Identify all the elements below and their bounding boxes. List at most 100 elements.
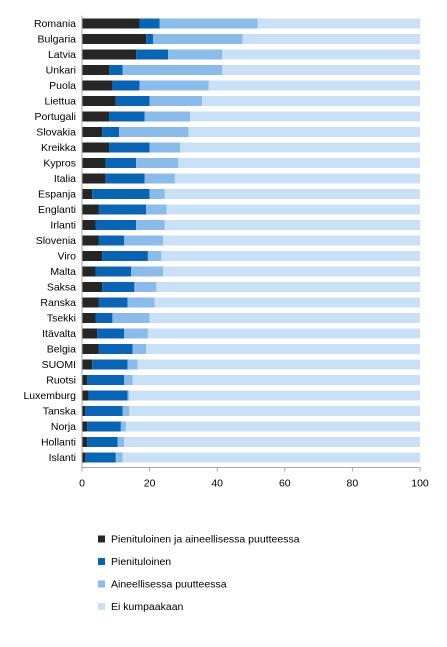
bar-segment-s0: [82, 421, 88, 432]
category-label: Portugali: [35, 111, 76, 123]
bar-segment-s2: [136, 220, 165, 230]
bar-segment-s0: [82, 111, 110, 122]
bar-segment-s3: [164, 220, 420, 230]
bar-segment-s0: [82, 313, 96, 323]
category-label: Ranska: [40, 297, 76, 309]
bar-segment-s1: [95, 313, 113, 323]
category-label: Norja: [51, 421, 76, 433]
category-label: Hollanti: [41, 437, 76, 449]
category-label: Belgia: [47, 344, 76, 356]
bar-segment-s2: [168, 49, 223, 60]
bar-segment-s0: [82, 437, 88, 447]
x-axis: 0 20 40 60 80 100: [79, 15, 429, 490]
bar-segment-s3: [122, 452, 420, 463]
bar-segment-s1: [112, 80, 140, 91]
legend-label: Ei kumpaakaan: [111, 601, 184, 613]
bar-segment-s3: [147, 328, 420, 339]
x-tick-label: 60: [279, 478, 291, 490]
bar-segment-s3: [180, 142, 420, 153]
legend: Pienituloinen ja aineellisessa puutteess…: [98, 534, 300, 613]
category-label: Slovakia: [36, 127, 76, 139]
bar-segment-s3: [222, 49, 420, 60]
legend-label: Aineellisessa puutteessa: [111, 579, 227, 591]
category-label: Luxemburg: [23, 390, 76, 402]
bar-segment-s1: [102, 127, 120, 137]
category-label: Slovenia: [36, 235, 76, 247]
bar-segment-s2: [127, 390, 130, 401]
category-label: Latvia: [48, 49, 76, 61]
bar-segment-s2: [115, 452, 123, 463]
legend-swatch: [98, 558, 105, 565]
bar-segment-s0: [82, 65, 110, 75]
bar-segment-s3: [188, 127, 420, 137]
bar-segment-s2: [139, 80, 209, 91]
bar-segment-s3: [137, 359, 420, 370]
legend-swatch: [98, 603, 105, 610]
bar-segment-s2: [124, 375, 133, 385]
bar-segment-s1: [136, 49, 169, 60]
bar-segment-s1: [109, 142, 150, 153]
category-label: Liettua: [44, 96, 76, 108]
bar-segment-s2: [134, 282, 157, 292]
bar-segment-s0: [82, 204, 99, 215]
bar-segment-s1: [97, 328, 125, 339]
bar-segment-s3: [125, 421, 420, 432]
bar-segment-s1: [85, 406, 123, 416]
bar-segment-s0: [82, 18, 140, 29]
bar-segment-s3: [161, 251, 420, 261]
bar-segment-s0: [82, 49, 137, 60]
bar-segment-s2: [146, 204, 167, 215]
category-label: Viro: [58, 251, 77, 263]
category-label: Romania: [34, 18, 76, 30]
bars-layer: [82, 18, 421, 463]
bar-segment-s0: [82, 266, 96, 277]
bar-segment-s0: [82, 80, 113, 91]
bar-segment-s1: [105, 173, 145, 184]
bar-segment-s2: [152, 34, 243, 44]
bar-segment-s3: [166, 204, 420, 215]
bar-segment-s2: [149, 96, 202, 106]
category-label: Kreikka: [41, 142, 76, 154]
bar-segment-s1: [85, 452, 116, 463]
category-label: Islanti: [49, 452, 76, 464]
bar-segment-s0: [82, 235, 99, 246]
bar-segment-s2: [149, 142, 181, 153]
bar-segment-s2: [122, 65, 223, 75]
bar-segment-s0: [82, 359, 93, 370]
bar-segment-s1: [92, 189, 150, 199]
category-label: SUOMI: [42, 359, 76, 371]
bar-segment-s2: [147, 251, 162, 261]
bar-segment-s0: [82, 34, 147, 44]
bar-segment-s3: [174, 173, 420, 184]
bar-segment-s2: [131, 266, 164, 277]
bar-segment-s3: [129, 390, 420, 401]
bar-segment-s1: [98, 297, 128, 308]
bar-segment-s2: [120, 421, 126, 432]
bar-segment-s2: [122, 406, 130, 416]
bar-segment-s1: [95, 266, 132, 277]
category-label: Bulgaria: [37, 34, 76, 46]
bar-segment-s2: [112, 313, 150, 323]
bar-segment-s2: [127, 359, 138, 370]
bar-segment-s1: [102, 282, 135, 292]
category-label: Malta: [50, 266, 76, 278]
bar-segment-s2: [124, 328, 148, 339]
bar-segment-s0: [82, 127, 103, 137]
bar-segment-s0: [82, 96, 116, 106]
legend-swatch: [98, 535, 105, 543]
bar-segment-s2: [127, 297, 155, 308]
bar-segment-s3: [149, 313, 420, 323]
bar-segment-s2: [149, 189, 165, 199]
bar-segment-s0: [82, 297, 99, 308]
bar-segment-s1: [95, 220, 137, 230]
bar-segment-s3: [163, 235, 420, 246]
bar-segment-s0: [82, 328, 98, 339]
bar-segment-s3: [163, 266, 420, 277]
category-label: Italia: [54, 173, 76, 185]
bar-segment-s3: [222, 65, 420, 75]
bar-segment-s0: [82, 158, 106, 168]
category-label: Saksa: [47, 282, 76, 294]
bar-segment-s2: [124, 235, 164, 246]
bar-segment-s1: [109, 65, 123, 75]
